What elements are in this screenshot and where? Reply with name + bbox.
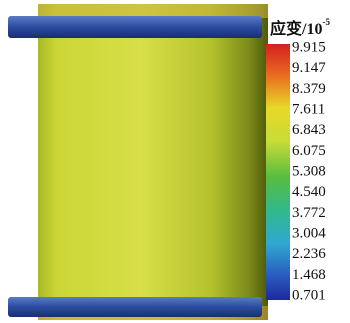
colorbar-label: 9.147 bbox=[292, 60, 326, 76]
colorbar-labels: 9.915 9.147 8.379 7.611 6.843 6.075 5.308 4.540… bbox=[292, 39, 326, 303]
figure: 应变/10-5 9.915 9.147 8.379 7.611 6.843 6.075 5.… bbox=[0, 0, 350, 323]
cylinder-top-band bbox=[38, 4, 268, 18]
colorbar-label: 0.701 bbox=[292, 287, 326, 303]
top-flange bbox=[8, 16, 262, 38]
colorbar-label: 1.468 bbox=[292, 267, 326, 283]
colorbar-label: 9.915 bbox=[292, 39, 326, 55]
colorbar-label: 5.308 bbox=[292, 163, 326, 179]
colorbar-label: 3.772 bbox=[292, 205, 326, 221]
bottom-flange bbox=[8, 297, 262, 317]
colorbar-label: 6.075 bbox=[292, 143, 326, 159]
colorbar-label: 3.004 bbox=[292, 225, 326, 241]
cylinder bbox=[38, 4, 268, 320]
colorbar-label: 7.611 bbox=[292, 101, 325, 117]
colorbar-label: 4.540 bbox=[292, 184, 326, 200]
colorbar-label: 8.379 bbox=[292, 81, 326, 97]
colorbar bbox=[266, 44, 290, 300]
legend-title: 应变/10-5 bbox=[270, 17, 330, 38]
colorbar-label: 2.236 bbox=[292, 246, 326, 262]
colorbar-label: 6.843 bbox=[292, 122, 326, 138]
